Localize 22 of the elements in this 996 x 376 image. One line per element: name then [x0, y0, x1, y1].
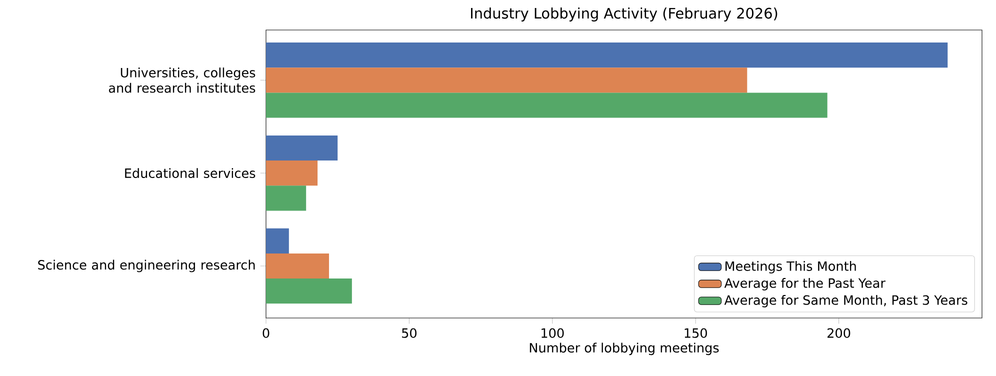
bar — [266, 92, 828, 118]
x-axis-title: Number of lobbying meetings — [530, 342, 719, 356]
x-tick-label: 50 — [402, 328, 416, 338]
legend-label: Average for Same Month, Past 3 Years — [724, 295, 968, 308]
bar — [266, 228, 289, 254]
legend-label: Average for the Past Year — [724, 278, 886, 290]
legend-label: Meetings This Month — [726, 261, 856, 274]
bar — [266, 135, 338, 161]
y-tick-label: Educational services — [125, 168, 256, 178]
x-tick-label: 150 — [684, 328, 707, 338]
bar — [266, 68, 748, 93]
chart-title: Industry Lobbying Activity (February 2026) — [471, 8, 778, 22]
x-tick-label: 200 — [828, 328, 850, 338]
x-tick-label: 0 — [262, 328, 270, 338]
y-tick-label: Science and engineering research — [38, 260, 255, 272]
bar — [266, 278, 352, 304]
bar — [266, 42, 948, 68]
bar — [266, 186, 306, 211]
x-tick-label: 100 — [542, 328, 564, 338]
bar — [266, 160, 318, 186]
bar — [266, 253, 330, 279]
y-tick-label: Universities, colleges and research institutes — [108, 68, 256, 93]
